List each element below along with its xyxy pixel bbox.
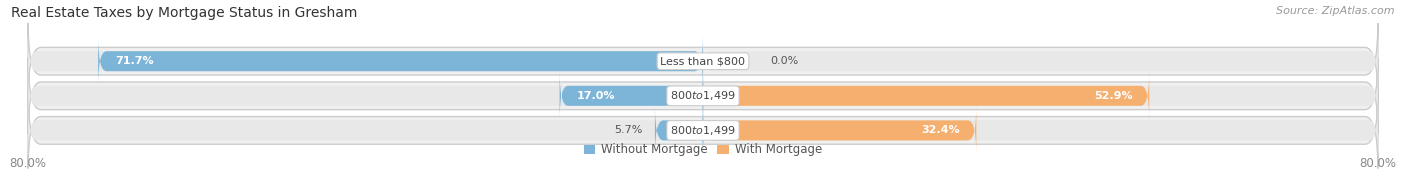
FancyBboxPatch shape: [28, 23, 1378, 99]
FancyBboxPatch shape: [28, 71, 703, 120]
Text: 5.7%: 5.7%: [614, 125, 643, 135]
FancyBboxPatch shape: [703, 106, 1378, 155]
FancyBboxPatch shape: [98, 37, 703, 86]
FancyBboxPatch shape: [703, 71, 1149, 120]
FancyBboxPatch shape: [28, 92, 1378, 168]
FancyBboxPatch shape: [28, 37, 703, 86]
FancyBboxPatch shape: [703, 71, 1378, 120]
Text: $800 to $1,499: $800 to $1,499: [671, 89, 735, 102]
FancyBboxPatch shape: [703, 106, 976, 155]
FancyBboxPatch shape: [28, 106, 703, 155]
Text: 17.0%: 17.0%: [576, 91, 614, 101]
Text: Source: ZipAtlas.com: Source: ZipAtlas.com: [1277, 6, 1395, 16]
Text: 32.4%: 32.4%: [921, 125, 959, 135]
FancyBboxPatch shape: [560, 71, 703, 120]
Text: 0.0%: 0.0%: [770, 56, 799, 66]
Text: Less than $800: Less than $800: [661, 56, 745, 66]
FancyBboxPatch shape: [28, 58, 1378, 134]
Legend: Without Mortgage, With Mortgage: Without Mortgage, With Mortgage: [579, 139, 827, 161]
Text: 71.7%: 71.7%: [115, 56, 153, 66]
Text: Real Estate Taxes by Mortgage Status in Gresham: Real Estate Taxes by Mortgage Status in …: [11, 6, 357, 20]
FancyBboxPatch shape: [703, 37, 1378, 86]
Text: $800 to $1,499: $800 to $1,499: [671, 124, 735, 137]
FancyBboxPatch shape: [655, 106, 703, 155]
Text: 52.9%: 52.9%: [1094, 91, 1132, 101]
